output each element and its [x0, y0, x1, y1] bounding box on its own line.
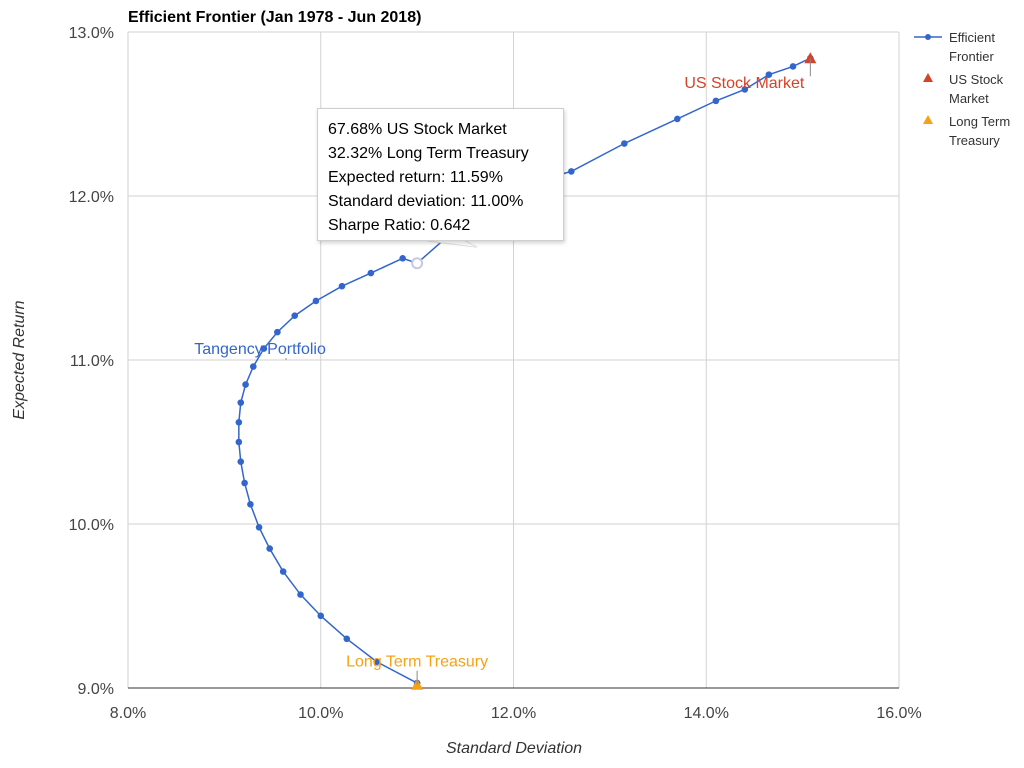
- efficient-frontier-point: [255, 523, 263, 531]
- efficient-frontier-point: [317, 612, 325, 620]
- legend-treasury-marker: [923, 115, 933, 124]
- legend-item-efficient-frontier[interactable]: Efficient Frontier: [914, 30, 995, 64]
- annotation-us-stock-market: US Stock Market: [684, 75, 805, 92]
- data-point-tooltip: 67.68% US Stock Market 32.32% Long Term …: [317, 108, 564, 241]
- legend-item-long-term-treasury[interactable]: Long Term Treasury: [923, 114, 1010, 148]
- annotation-long-term-treasury: Long Term Treasury: [346, 654, 488, 671]
- efficient-frontier-point: [297, 591, 304, 598]
- efficient-frontier-point: [343, 635, 351, 643]
- efficient-frontier-point: [260, 345, 268, 352]
- tooltip-line-stock: 67.68% US Stock Market: [328, 121, 507, 138]
- x-tick-label: 10.0%: [298, 705, 343, 722]
- us-stock-market-marker: [804, 52, 817, 64]
- legend-frontier-marker: [925, 34, 931, 40]
- x-tick-label: 16.0%: [876, 705, 921, 722]
- tooltip-line-stdev: Standard deviation: 11.00%: [328, 193, 524, 210]
- efficient-frontier-point: [765, 71, 773, 78]
- legend-frontier-label-1: Efficient: [949, 30, 995, 45]
- y-tick-label: 10.0%: [69, 517, 114, 534]
- y-tick-label: 11.0%: [70, 353, 114, 370]
- highlighted-point: [411, 257, 424, 270]
- y-tick-label: 9.0%: [78, 681, 114, 698]
- legend-frontier-label-2: Frontier: [949, 49, 994, 64]
- efficient-frontier-point: [373, 658, 380, 666]
- y-axis-label: Expected Return: [11, 300, 28, 419]
- efficient-frontier-point: [712, 97, 720, 105]
- efficient-frontier-point: [312, 297, 320, 305]
- efficient-frontier-point: [279, 568, 287, 575]
- legend-item-us-stock-market[interactable]: US Stock Market: [923, 72, 1004, 106]
- efficient-frontier-point: [274, 328, 281, 336]
- efficient-frontier-point: [242, 381, 249, 388]
- efficient-frontier-point: [249, 363, 257, 370]
- efficient-frontier-point: [789, 63, 797, 70]
- tooltip-line-return: Expected return: 11.59%: [328, 169, 503, 186]
- legend-stock-label-1: US Stock: [949, 72, 1004, 87]
- y-tick-label: 12.0%: [69, 189, 114, 206]
- y-tick-labels: 9.0% 10.0% 11.0% 12.0% 13.0%: [69, 25, 114, 698]
- efficient-frontier-point: [367, 269, 375, 277]
- efficient-frontier-point: [291, 312, 299, 320]
- efficient-frontier-point: [237, 458, 245, 465]
- legend-stock-marker: [923, 73, 933, 82]
- efficient-frontier-point: [235, 438, 243, 446]
- efficient-frontier-point: [235, 419, 243, 426]
- legend-treasury-label-2: Treasury: [949, 133, 1000, 148]
- legend-stock-label-2: Market: [949, 91, 989, 106]
- efficient-frontier-point: [266, 545, 273, 552]
- tooltip-line-sharpe: Sharpe Ratio: 0.642: [328, 217, 471, 234]
- annotation-tangency-portfolio: Tangency Portfolio: [194, 341, 326, 358]
- efficient-frontier-point: [241, 479, 248, 487]
- efficient-frontier-point: [621, 140, 628, 147]
- efficient-frontier-point: [399, 255, 406, 262]
- chart-title: Efficient Frontier (Jan 1978 - Jun 2018): [128, 9, 421, 26]
- efficient-frontier-point: [674, 115, 681, 123]
- efficient-frontier-point: [247, 501, 254, 508]
- tooltip-line-treasury: 32.32% Long Term Treasury: [328, 145, 529, 162]
- x-tick-label: 14.0%: [684, 705, 729, 722]
- efficient-frontier-line: [238, 57, 811, 684]
- legend[interactable]: Efficient Frontier US Stock Market Long …: [914, 30, 1010, 148]
- efficient-frontier-point: [741, 86, 749, 93]
- annotation-layer: US Stock Market Tangency Portfolio Long Te…: [194, 58, 811, 685]
- x-tick-label: 12.0%: [491, 705, 536, 722]
- x-tick-labels: 8.0% 10.0% 12.0% 14.0% 16.0%: [110, 705, 922, 722]
- efficient-frontier-point: [338, 282, 346, 290]
- efficient-frontier-point: [568, 168, 575, 175]
- efficient-frontier-point: [237, 399, 245, 406]
- x-axis-label: Standard Deviation: [446, 740, 582, 757]
- legend-treasury-label-1: Long Term: [949, 114, 1010, 129]
- y-tick-label: 13.0%: [69, 25, 114, 42]
- x-tick-label: 8.0%: [110, 705, 146, 722]
